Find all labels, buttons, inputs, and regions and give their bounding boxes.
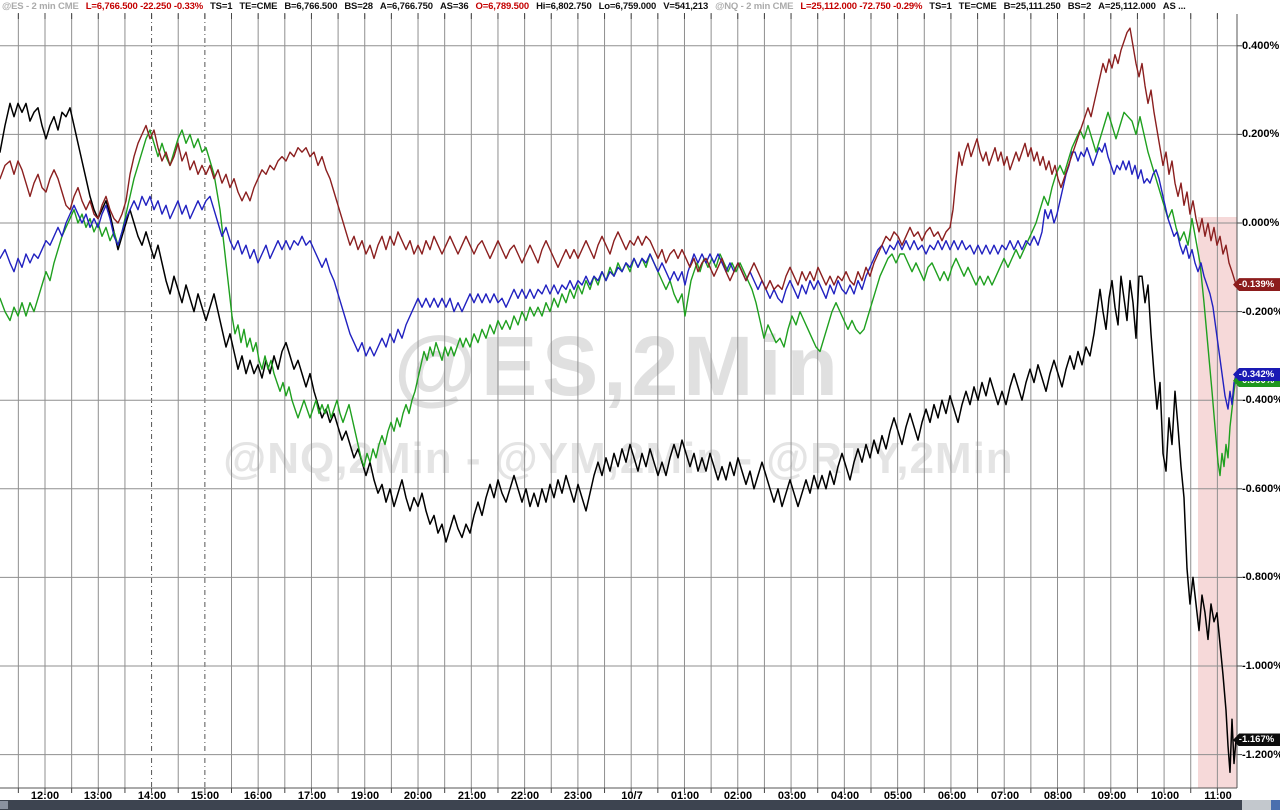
x-axis-time-label: 04:00 <box>830 790 860 802</box>
x-axis-time-label: 11:00 <box>1204 790 1232 802</box>
last-price-badge: -0.139% <box>1233 278 1280 292</box>
quote-header-bar: @ES - 2 min CME L=6,766.500 -22.250 -0.33… <box>2 0 1280 13</box>
quote-header-segment: Lo=6,759.000 <box>598 1 657 12</box>
quote-header-segment: TS=1 <box>210 1 233 12</box>
scrollbar-corner-box[interactable] <box>1271 800 1280 810</box>
last-price-badge: -1.167% <box>1233 733 1280 747</box>
quote-header-segment: BS=28 <box>344 1 373 12</box>
x-axis-time-label: 10:00 <box>1150 790 1180 802</box>
y-axis-label: -0.600% <box>1242 482 1280 495</box>
quote-header-segment: L=25,112.000 -72.750 -0.29% <box>800 1 923 12</box>
y-axis-label: -0.800% <box>1242 571 1280 584</box>
x-axis-time-label: 08:00 <box>1043 790 1073 802</box>
x-axis-time-label: 07:00 <box>990 790 1020 802</box>
quote-header-segment: TE=CME <box>239 1 278 12</box>
quote-header-segment: TE=CME <box>958 1 997 12</box>
y-axis-label: -0.400% <box>1242 394 1280 407</box>
x-axis-time-label: 02:00 <box>723 790 753 802</box>
x-axis-time-label: 05:00 <box>883 790 913 802</box>
x-axis-time-label: 17:00 <box>297 790 327 802</box>
y-axis-label: -0.200% <box>1242 305 1280 318</box>
scrollbar-thumb[interactable] <box>1242 800 1271 810</box>
x-axis-time-label: 16:00 <box>243 790 273 802</box>
y-axis-label: -1.200% <box>1242 748 1280 761</box>
quote-header-segment: AS=36 <box>439 1 469 12</box>
quote-header-segment: @NQ - 2 min CME <box>715 1 794 12</box>
quote-header-segment: Hi=6,802.750 <box>536 1 592 12</box>
quote-header-segment: A=25,112.000 <box>1098 1 1156 12</box>
x-axis-time-label: 03:00 <box>777 790 807 802</box>
x-axis-time-label: 22:00 <box>510 790 540 802</box>
price-line-series-dark-red <box>0 27 1237 291</box>
quote-header-segment: @ES - 2 min CME <box>2 1 79 12</box>
quote-header-segment: O=6,789.500 <box>475 1 530 12</box>
x-axis-time-label: 15:00 <box>190 790 220 802</box>
y-axis-label: 0.000% <box>1242 217 1280 229</box>
price-line-series-green <box>0 111 1237 477</box>
x-axis-time-label: 09:00 <box>1097 790 1127 802</box>
x-axis-time-label: 01:00 <box>670 790 700 802</box>
x-axis-time-label: 14:00 <box>137 790 167 802</box>
quote-header-segment: A=6,766.750 <box>379 1 433 12</box>
price-line-series-black <box>0 102 1237 774</box>
y-axis-label: 0.400% <box>1242 39 1280 52</box>
y-axis-label: 0.200% <box>1242 128 1280 141</box>
horizontal-scrollbar[interactable] <box>0 800 1280 810</box>
quote-header-segment: TS=1 <box>929 1 952 12</box>
quote-header-segment: V=541,213 <box>663 1 709 12</box>
quote-header-segment: AS ... <box>1162 1 1186 12</box>
x-axis-time-label: 06:00 <box>937 790 967 802</box>
x-axis-time-label: 13:00 <box>83 790 113 802</box>
quote-header-segment: B=6,766.500 <box>284 1 338 12</box>
quote-header-segment: L=6,766.500 -22.250 -0.33% <box>85 1 204 12</box>
quote-header-segment: BS=2 <box>1067 1 1092 12</box>
quote-header-segment: B=25,111.250 <box>1003 1 1061 12</box>
last-price-badge: -0.342% <box>1233 368 1280 381</box>
x-axis-time-label: 12:00 <box>30 790 60 802</box>
x-axis-time-label: 23:00 <box>563 790 593 802</box>
y-axis-label: -1.000% <box>1242 660 1280 672</box>
x-axis-time-label: 21:00 <box>457 790 487 802</box>
x-axis-time-label: 10/7 <box>621 790 643 802</box>
x-axis-time-label: 20:00 <box>403 790 433 802</box>
scrollbar-left-box[interactable] <box>0 801 8 809</box>
price-line-series-blue <box>0 142 1237 410</box>
x-axis-time-label: 19:00 <box>350 790 380 802</box>
